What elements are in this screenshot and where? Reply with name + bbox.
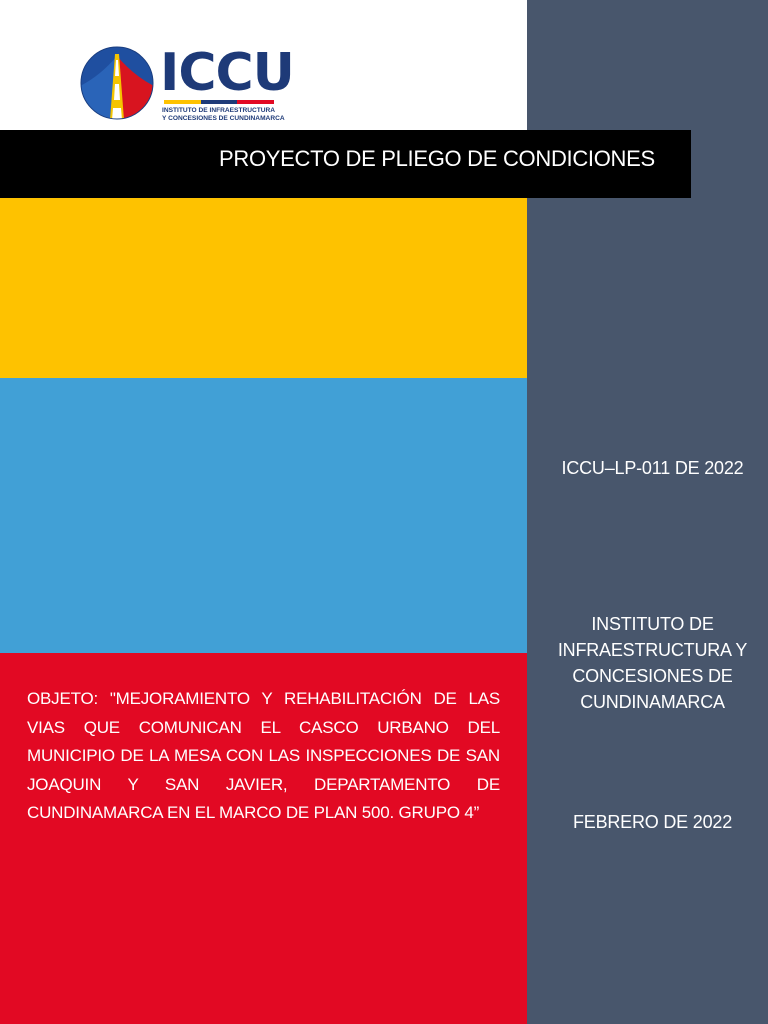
institution-name-line: CONCESIONES DE bbox=[572, 666, 733, 686]
red-band bbox=[0, 653, 527, 1024]
blue-band bbox=[0, 378, 527, 653]
document-date: FEBRERO DE 2022 bbox=[572, 812, 733, 832]
logo-subtitle-line: Y CONCESIONES DE CUNDINAMARCA bbox=[162, 114, 285, 122]
institution-name: INSTITUTO DE INFRAESTRUCTURA Y CONCESION… bbox=[540, 611, 765, 715]
title-bar bbox=[0, 130, 691, 198]
institution-name-line: INFRAESTRUCTURA Y bbox=[557, 640, 748, 660]
document-title: PROYECTO DE PLIEGO DE CONDICIONES bbox=[219, 146, 655, 171]
institution-name-line: INSTITUTO DE bbox=[591, 614, 714, 634]
objective-text: OBJETO: "MEJORAMIENTO Y REHABILITACIÓN D… bbox=[27, 689, 500, 822]
logo-subtitle-line: INSTITUTO DE INFRAESTRUCTURA bbox=[162, 107, 276, 114]
logo-wordmark: ICCU bbox=[160, 43, 295, 103]
logo-area: ICCU INSTITUTO DE INFRAESTRUCTURA Y CONC… bbox=[0, 0, 527, 130]
logo-tricolor-rule bbox=[164, 100, 275, 104]
road-globe-icon bbox=[80, 46, 154, 120]
yellow-band bbox=[0, 198, 527, 378]
process-code: ICCU–LP-011 DE 2022 bbox=[561, 458, 744, 478]
logo-subtitle: INSTITUTO DE INFRAESTRUCTURA Y CONCESION… bbox=[162, 107, 285, 122]
institution-name-line: CUNDINAMARCA bbox=[580, 692, 725, 712]
